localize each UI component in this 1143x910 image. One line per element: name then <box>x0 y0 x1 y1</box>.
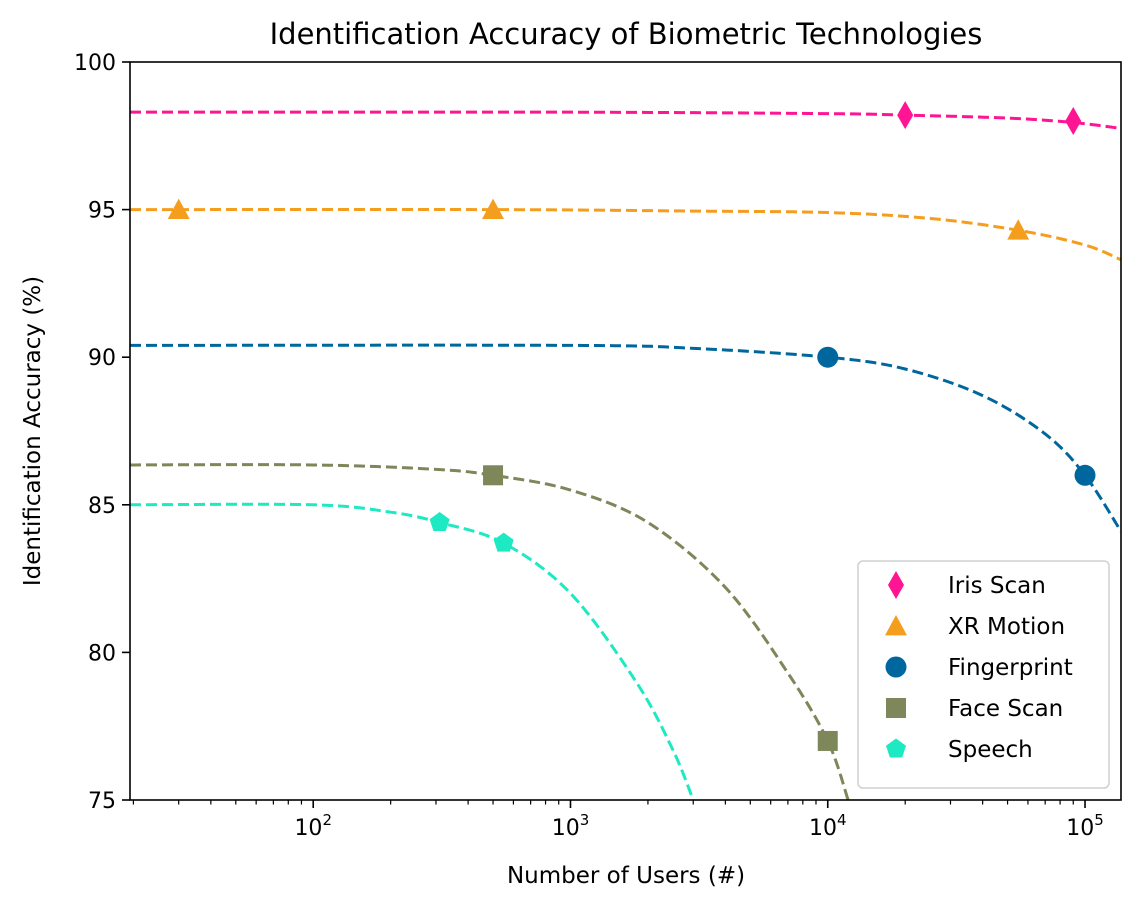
data-point-xr-motion <box>482 198 505 219</box>
x-tick-label: 105 <box>1066 811 1104 841</box>
y-tick-label: 95 <box>88 199 116 224</box>
data-point-iris-scan <box>1065 107 1082 136</box>
legend-label-fingerprint: Fingerprint <box>948 655 1073 681</box>
data-point-speech <box>429 512 450 532</box>
legend-label-iris-scan: Iris Scan <box>948 573 1046 599</box>
y-tick-label: 90 <box>88 346 116 371</box>
legend-marker-face-scan <box>886 698 906 718</box>
data-point-xr-motion <box>167 198 190 219</box>
y-tick-label: 85 <box>88 494 116 519</box>
data-point-fingerprint <box>817 346 839 368</box>
legend: Iris Scan XR Motion Fingerprint Face Scan Sp… <box>857 560 1110 789</box>
x-tick-label: 103 <box>552 811 590 841</box>
x-axis-label: Number of Users (#) <box>507 863 745 889</box>
legend-label-face-scan: Face Scan <box>948 696 1063 722</box>
legend-marker-speech <box>886 738 906 758</box>
x-tick-label: 102 <box>294 811 332 841</box>
y-tick-label: 80 <box>88 641 116 666</box>
y-tick-label: 75 <box>88 789 116 814</box>
legend-marker-iris-scan <box>888 571 904 599</box>
legend-label-speech: Speech <box>948 737 1033 763</box>
data-point-xr-motion <box>1007 219 1030 240</box>
y-tick-label: 100 <box>74 51 116 76</box>
data-point-face-scan <box>483 465 504 486</box>
axes: 75 80 85 90 95 100 102 103 104 105 <box>74 51 1122 841</box>
trend-line-xr-motion <box>130 207 1121 262</box>
x-tick-label: 104 <box>809 811 847 841</box>
trend-line-face-scan <box>130 463 850 800</box>
legend-box <box>857 560 1110 789</box>
data-point-fingerprint <box>1074 464 1096 486</box>
data-point-face-scan <box>817 730 838 751</box>
trend-line-fingerprint <box>130 343 1121 533</box>
chart-title: Identification Accuracy of Biometric Tec… <box>270 17 983 51</box>
data-point-speech <box>493 532 514 552</box>
y-axis-label: Identification Accuracy (%) <box>20 276 46 586</box>
legend-marker-xr-motion <box>885 615 907 636</box>
legend-marker-fingerprint <box>885 656 907 678</box>
data-markers <box>167 101 1096 751</box>
plot-frame <box>129 61 1122 801</box>
legend-label-xr-motion: XR Motion <box>948 614 1065 640</box>
data-point-iris-scan <box>897 101 914 130</box>
